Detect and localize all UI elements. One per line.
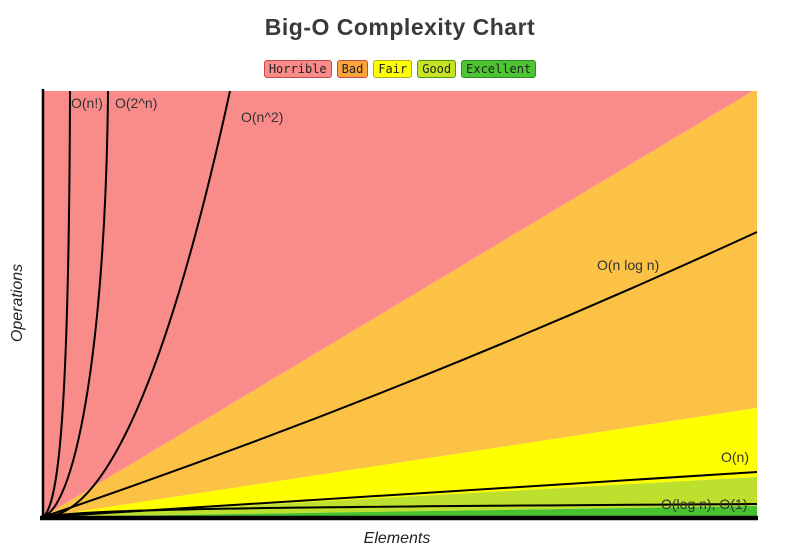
page-title: Big-O Complexity Chart: [264, 14, 536, 40]
curve-n-factorial: [42, 90, 71, 518]
curve-log-n: [42, 503, 758, 518]
legend-badge-fair[interactable]: Fair: [373, 60, 413, 78]
region-bad: [43, 91, 757, 517]
curve-label-n-factorial: O(n!): [71, 95, 103, 111]
legend: Horrible Bad Fair Good Excellent: [0, 60, 800, 78]
legend-badge-horrible[interactable]: Horrible: [263, 60, 332, 78]
curve-two-power-n: [42, 90, 109, 518]
curve-label-log-n-and-1: O(log n), O(1): [661, 496, 747, 512]
curve-label-n-log-n: O(n log n): [597, 257, 659, 273]
curve-label-n-squared: O(n^2): [241, 109, 283, 125]
curve-label-two-power-n: O(2^n): [115, 95, 157, 111]
legend-badge-bad[interactable]: Bad: [336, 60, 369, 78]
legend-badge-good[interactable]: Good: [417, 60, 457, 78]
region-fair: [43, 408, 757, 517]
curve-n-log-n: [42, 231, 758, 518]
x-axis-label: Elements: [364, 530, 431, 547]
y-axis-label: Operations: [9, 264, 26, 342]
curve-label-n-linear: O(n): [721, 449, 749, 465]
region-excellent: [43, 506, 757, 518]
legend-badge-excellent[interactable]: Excellent: [461, 60, 537, 78]
region-good: [43, 477, 757, 517]
